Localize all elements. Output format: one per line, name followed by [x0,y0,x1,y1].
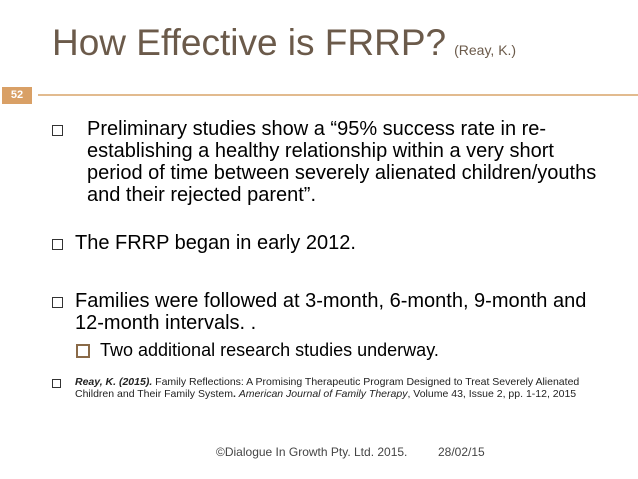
checkbox-bullet-icon [52,125,63,136]
slide-number-badge: 52 [2,87,32,104]
checkbox-bullet-icon [52,239,63,250]
checkbox-bullet-icon [52,379,61,388]
slide-title: How Effective is FRRP? (Reay, K.) [52,22,516,64]
bullet-text-1: Preliminary studies show a “95% success … [87,118,597,206]
bullet-text-3: Families were followed at 3-month, 6-mon… [75,290,587,334]
square-bullet-icon [76,344,90,358]
slide-title-main: How Effective is FRRP? [52,22,447,63]
header-divider [38,94,638,96]
sub-bullet-item: Two additional research studies underway… [76,340,576,360]
footer-copyright: ©Dialogue In Growth Pty. Ltd. 2015. [216,445,408,459]
footer-date: 28/02/15 [438,445,485,459]
reference-separator: . [232,388,239,400]
bullet-item-2: The FRRP began in early 2012. [52,232,612,254]
bullet-item-3: Families were followed at 3-month, 6-mon… [52,290,612,334]
checkbox-bullet-icon [52,297,63,308]
reference-author: Reay, K. (2015). [75,376,153,388]
reference-journal: American Journal of Family Therapy [238,388,408,400]
reference-item: Reay, K. (2015). Family Reflections: A P… [52,376,612,400]
reference-title: Family Reflections: A Promising Therapeu… [75,376,580,400]
reference-text: Reay, K. (2015). Family Reflections: A P… [75,376,612,400]
slide-title-attribution: (Reay, K.) [454,42,517,58]
bullet-item-1: Preliminary studies show a “95% success … [52,118,612,206]
sub-bullet-text: Two additional research studies underway… [100,340,439,360]
reference-details: , Volume 43, Issue 2, pp. 1-12, 2015 [407,388,577,400]
bullet-text-2: The FRRP began in early 2012. [75,232,356,254]
